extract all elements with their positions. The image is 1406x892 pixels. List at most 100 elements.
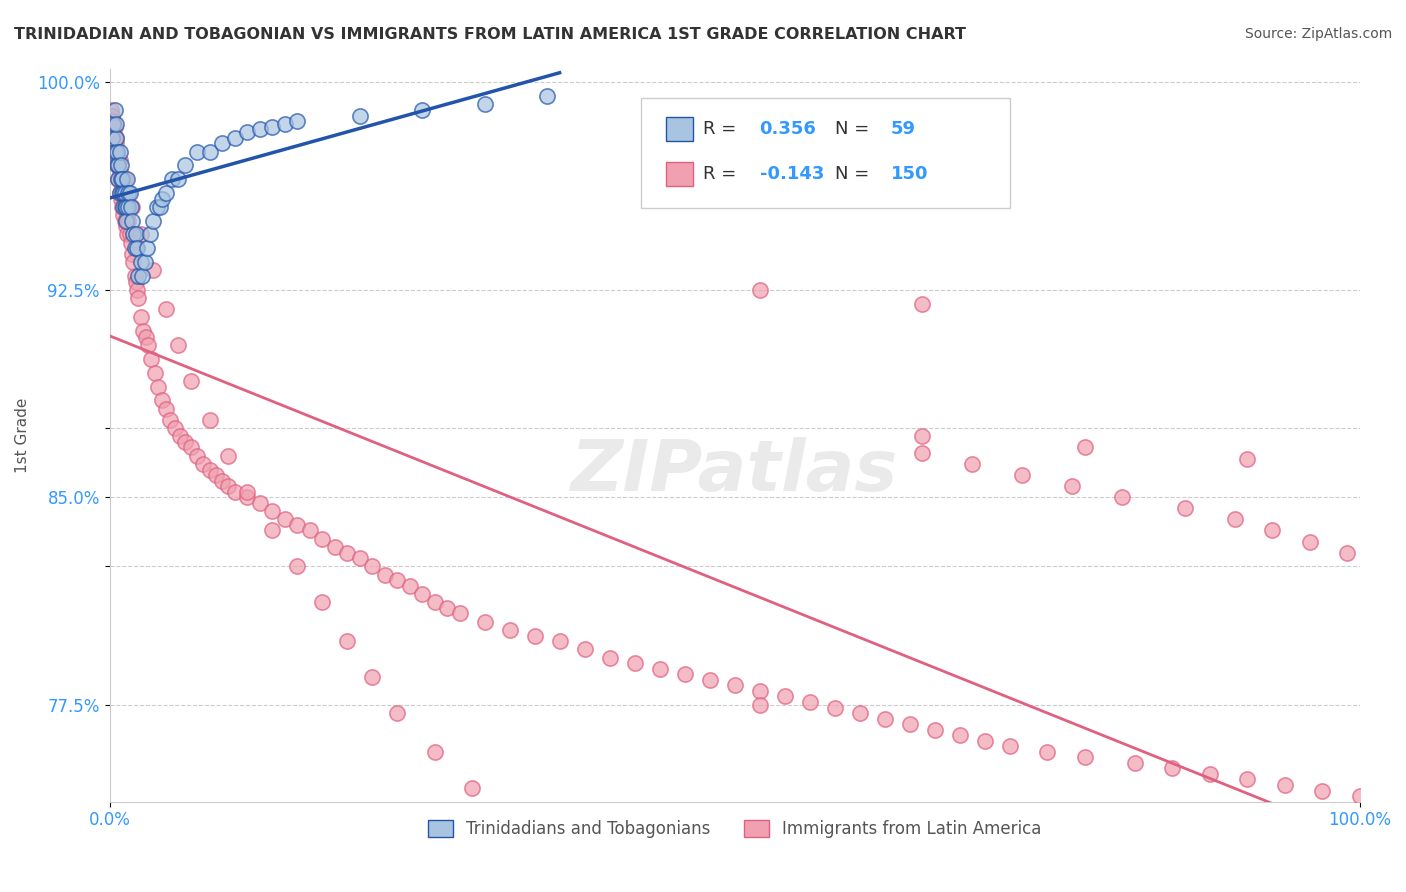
- Point: [249, 496, 271, 510]
- Point: [121, 247, 143, 261]
- Point: [100, 103, 122, 117]
- Point: [159, 413, 181, 427]
- Text: R =: R =: [703, 165, 742, 183]
- Point: [110, 172, 132, 186]
- Point: [336, 634, 359, 648]
- Point: [924, 723, 946, 737]
- Point: [211, 136, 233, 151]
- Point: [111, 200, 134, 214]
- Point: [160, 172, 183, 186]
- Point: [112, 200, 135, 214]
- Point: [142, 263, 165, 277]
- Point: [115, 219, 138, 234]
- Point: [723, 678, 745, 692]
- Point: [217, 479, 239, 493]
- Point: [122, 255, 145, 269]
- Point: [848, 706, 870, 720]
- Point: [115, 227, 138, 242]
- Point: [136, 241, 159, 255]
- Point: [101, 109, 124, 123]
- Point: [167, 338, 190, 352]
- Point: [311, 532, 333, 546]
- FancyBboxPatch shape: [641, 98, 1010, 208]
- Point: [117, 186, 139, 200]
- Point: [111, 186, 134, 200]
- Point: [134, 255, 156, 269]
- Point: [120, 200, 142, 214]
- Point: [105, 145, 128, 159]
- Point: [211, 474, 233, 488]
- Point: [127, 283, 149, 297]
- Point: [104, 130, 127, 145]
- Point: [114, 213, 136, 227]
- Point: [104, 130, 127, 145]
- Point: [623, 657, 645, 671]
- Point: [139, 351, 162, 366]
- Point: [311, 595, 333, 609]
- Point: [699, 673, 721, 687]
- Point: [773, 690, 796, 704]
- Point: [163, 421, 186, 435]
- Point: [1123, 756, 1146, 770]
- Point: [110, 172, 132, 186]
- Text: N =: N =: [835, 165, 875, 183]
- Point: [1161, 761, 1184, 775]
- Point: [236, 490, 259, 504]
- Point: [262, 524, 284, 538]
- Point: [150, 393, 173, 408]
- Text: -0.143: -0.143: [759, 165, 824, 183]
- Text: TRINIDADIAN AND TOBAGONIAN VS IMMIGRANTS FROM LATIN AMERICA 1ST GRADE CORRELATIO: TRINIDADIAN AND TOBAGONIAN VS IMMIGRANTS…: [14, 27, 966, 42]
- Point: [1173, 501, 1195, 516]
- Point: [523, 629, 546, 643]
- Point: [115, 172, 138, 186]
- Point: [1011, 468, 1033, 483]
- Point: [129, 310, 152, 325]
- Point: [198, 413, 221, 427]
- Point: [169, 429, 191, 443]
- Text: ZIPatlas: ZIPatlas: [571, 437, 898, 506]
- Point: [824, 700, 846, 714]
- Point: [898, 717, 921, 731]
- Point: [118, 186, 141, 200]
- Point: [911, 429, 934, 443]
- Point: [1060, 479, 1083, 493]
- Point: [198, 462, 221, 476]
- Point: [115, 213, 138, 227]
- Point: [510, 816, 533, 830]
- Point: [198, 145, 221, 159]
- Point: [1073, 441, 1095, 455]
- Point: [385, 706, 408, 720]
- Point: [911, 296, 934, 310]
- Point: [142, 213, 165, 227]
- Point: [108, 145, 131, 159]
- Point: [548, 634, 571, 648]
- Point: [124, 268, 146, 283]
- Point: [121, 213, 143, 227]
- Point: [107, 172, 129, 186]
- Point: [155, 302, 177, 317]
- Point: [180, 374, 202, 388]
- Point: [110, 192, 132, 206]
- Point: [285, 114, 308, 128]
- Point: [262, 120, 284, 134]
- Point: [180, 441, 202, 455]
- Point: [249, 122, 271, 136]
- Point: [138, 227, 160, 242]
- Point: [336, 546, 359, 560]
- Point: [1111, 490, 1133, 504]
- Point: [138, 338, 160, 352]
- Point: [1274, 778, 1296, 792]
- Point: [385, 574, 408, 588]
- Point: [124, 241, 146, 255]
- Point: [411, 103, 433, 117]
- Point: [135, 330, 157, 344]
- Point: [127, 241, 149, 255]
- Point: [217, 449, 239, 463]
- Point: [349, 551, 371, 566]
- Point: [115, 200, 138, 214]
- Point: [108, 153, 131, 167]
- Point: [143, 366, 166, 380]
- Point: [104, 130, 127, 145]
- Point: [118, 227, 141, 242]
- Point: [103, 114, 125, 128]
